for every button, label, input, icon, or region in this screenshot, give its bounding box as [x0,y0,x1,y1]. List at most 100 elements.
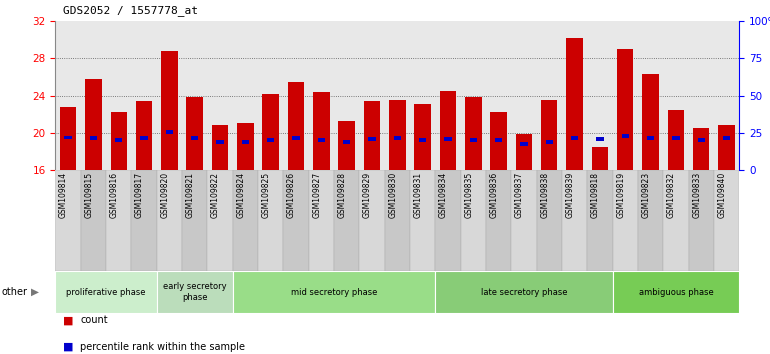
Bar [723,136,730,140]
Bar [647,136,654,140]
Bar [339,121,355,170]
Text: GSM109819: GSM109819 [616,172,625,218]
Text: GSM109833: GSM109833 [692,172,701,218]
Text: proliferative phase: proliferative phase [66,287,146,297]
Bar [283,170,309,271]
Bar [368,137,376,141]
Text: GSM109836: GSM109836 [490,172,499,218]
Bar [486,170,511,271]
Text: GSM109822: GSM109822 [211,172,220,218]
Bar [495,138,502,142]
Text: ▶: ▶ [31,287,38,297]
Bar [596,137,604,141]
Text: GSM109815: GSM109815 [85,172,93,218]
Bar [567,38,583,170]
Bar [672,136,680,140]
Bar [588,170,613,271]
Bar [106,170,132,271]
Bar [186,97,203,170]
Bar [638,170,663,271]
Bar [414,104,431,170]
Bar [157,170,182,271]
Bar [233,271,435,313]
Bar [242,140,249,144]
Bar [490,112,507,170]
Text: GSM109827: GSM109827 [313,172,321,218]
Bar [136,101,152,170]
Bar [521,142,527,146]
Bar [410,170,435,271]
Bar [309,170,334,271]
Bar [460,170,486,271]
Text: GSM109839: GSM109839 [566,172,574,218]
Bar [111,112,127,170]
Text: GSM109816: GSM109816 [110,172,119,218]
Text: mid secretory phase: mid secretory phase [291,287,377,297]
Bar [157,271,233,313]
Text: ■: ■ [63,342,74,352]
Text: GSM109832: GSM109832 [667,172,676,218]
Bar [85,79,102,170]
Bar [81,170,106,271]
Bar [385,170,410,271]
Bar [233,170,258,271]
Text: GSM109837: GSM109837 [515,172,524,218]
Text: GSM109826: GSM109826 [287,172,296,218]
Bar [714,170,739,271]
Text: percentile rank within the sample: percentile rank within the sample [80,342,245,352]
Bar [115,138,122,142]
Bar [668,109,684,170]
Bar [435,170,460,271]
Bar [334,170,360,271]
Text: count: count [80,315,108,325]
Text: GSM109818: GSM109818 [591,172,600,218]
Text: GSM109838: GSM109838 [541,172,549,218]
Bar [191,136,199,140]
Bar [363,101,380,170]
Bar [207,170,233,271]
Bar [511,170,537,271]
Text: GSM109820: GSM109820 [160,172,169,218]
Bar [313,92,330,170]
Bar [562,170,588,271]
Bar [663,170,688,271]
Bar [613,271,739,313]
Text: ■: ■ [63,315,74,325]
Bar [263,94,279,170]
Text: GSM109828: GSM109828 [338,172,346,218]
Bar [288,82,304,170]
Text: GSM109823: GSM109823 [641,172,651,218]
Bar [440,91,456,170]
Bar [389,100,406,170]
Text: GSM109840: GSM109840 [718,172,727,218]
Bar [435,271,613,313]
Bar [166,130,173,134]
Bar [140,136,148,140]
Text: GSM109835: GSM109835 [464,172,474,218]
Text: GSM109817: GSM109817 [135,172,144,218]
Bar [60,107,76,170]
Bar [132,170,157,271]
Bar [718,125,735,170]
Bar [591,147,608,170]
Bar [617,49,634,170]
Text: GSM109831: GSM109831 [413,172,423,218]
Bar [546,140,553,144]
Text: GDS2052 / 1557778_at: GDS2052 / 1557778_at [63,5,198,16]
Bar [55,271,157,313]
Bar [688,170,714,271]
Bar [237,124,253,170]
Text: GSM109830: GSM109830 [388,172,397,218]
Bar [65,136,72,139]
Bar [541,100,557,170]
Text: early secretory
phase: early secretory phase [163,282,226,302]
Bar [318,138,325,142]
Bar [216,140,224,144]
Bar [161,51,178,170]
Text: late secretory phase: late secretory phase [480,287,567,297]
Bar [642,74,659,170]
Bar [698,138,705,142]
Bar [343,140,350,144]
Bar [444,137,452,141]
Text: GSM109821: GSM109821 [186,172,195,218]
